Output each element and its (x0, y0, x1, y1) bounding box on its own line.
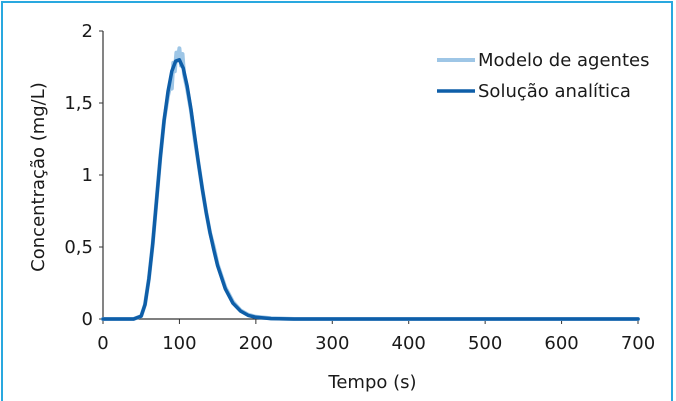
y-tick-label: 0,5 (64, 237, 93, 258)
x-tick-label: 500 (468, 333, 502, 354)
series-group (101, 46, 640, 321)
x-ticks: 0 100 200 300 400 500 600 700 (97, 319, 655, 354)
x-tick-label: 0 (97, 333, 108, 354)
x-tick-label: 200 (239, 333, 273, 354)
x-tick-label: 300 (315, 333, 349, 354)
y-tick-label: 2 (82, 21, 93, 42)
legend-label: Solução analítica (478, 81, 631, 102)
x-tick-label: 600 (544, 333, 578, 354)
series-line-analytical (101, 58, 640, 321)
x-tick-label: 400 (392, 333, 426, 354)
x-tick-label: 700 (621, 333, 655, 354)
y-tick-label: 1,5 (64, 93, 93, 114)
y-axis-title: Concentração (mg/L) (28, 82, 49, 272)
legend: Modelo de agentes Solução analítica (437, 50, 649, 102)
y-ticks: 0 0,5 1 1,5 2 (64, 21, 103, 330)
y-tick-label: 1 (82, 165, 93, 186)
x-axis-title: Tempo (s) (327, 372, 416, 393)
x-tick-label: 100 (162, 333, 196, 354)
legend-label: Modelo de agentes (478, 50, 649, 71)
y-tick-label: 0 (82, 309, 93, 330)
